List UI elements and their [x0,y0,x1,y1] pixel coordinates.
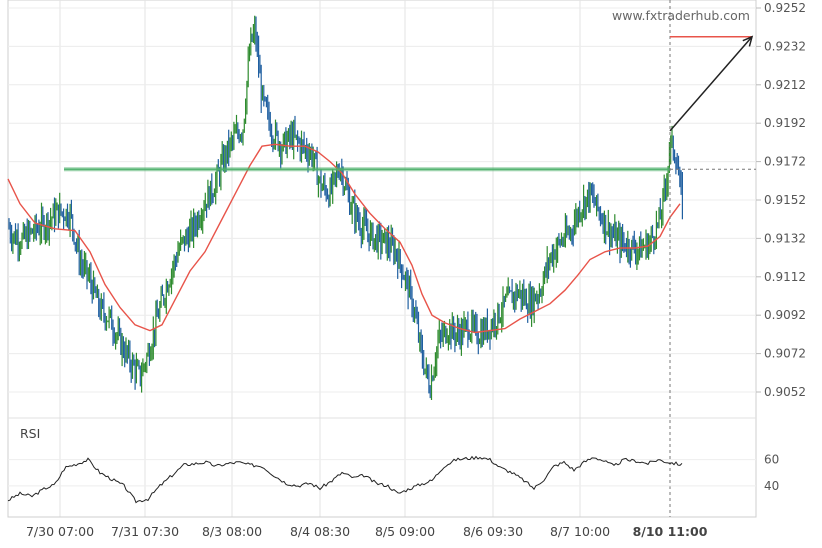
x-tick-label: 7/30 07:00 [26,524,94,539]
x-tick-label: 8/3 08:00 [202,524,262,539]
x-tick-label: 7/31 07:30 [111,524,179,539]
y-tick-label: 0.9052 [764,385,806,399]
time-axis: 7/30 07:00 7/31 07:30 8/3 08:00 8/4 08:30 8/… [26,524,708,539]
y-tick-label: 0.9132 [764,231,806,245]
projection-arrow [669,36,753,132]
y-tick-label: 0.9072 [764,347,806,361]
annotations [64,0,756,517]
x-tick-label: 8/5 09:00 [375,524,435,539]
y-tick-label: 0.9112 [764,270,806,284]
x-tick-label: 8/4 08:30 [290,524,350,539]
rsi-tick-label: 40 [764,479,779,493]
plot-frame [7,0,757,518]
y-tick-label: 0.9192 [764,116,806,130]
y-tick-label: 0.9172 [764,155,806,169]
rsi-panel: 60 40 [7,453,779,504]
y-tick-label: 0.9092 [764,308,806,322]
x-tick-label: 8/6 09:30 [463,524,523,539]
y-tick-label: 0.9252 [764,1,806,15]
moving-average-line [7,143,681,334]
rsi-tick-label: 60 [764,453,779,467]
y-tick-label: 0.9152 [764,193,806,207]
y-tick-label: 0.9232 [764,39,806,53]
grid [8,0,756,518]
watermark: www.fxtraderhub.com [612,8,750,23]
price-axis: 0.9252 0.9232 0.9212 0.9192 0.9172 0.9152 0.91… [756,1,806,399]
y-tick-label: 0.9212 [764,78,806,92]
arrow-head [742,35,754,47]
price-series [8,15,684,400]
rsi-line [7,455,683,504]
moving-average [7,143,681,334]
rsi-title: RSI [20,426,40,441]
x-tick-label: 8/10 11:00 [633,524,708,539]
x-tick-label: 8/7 10:00 [550,524,610,539]
